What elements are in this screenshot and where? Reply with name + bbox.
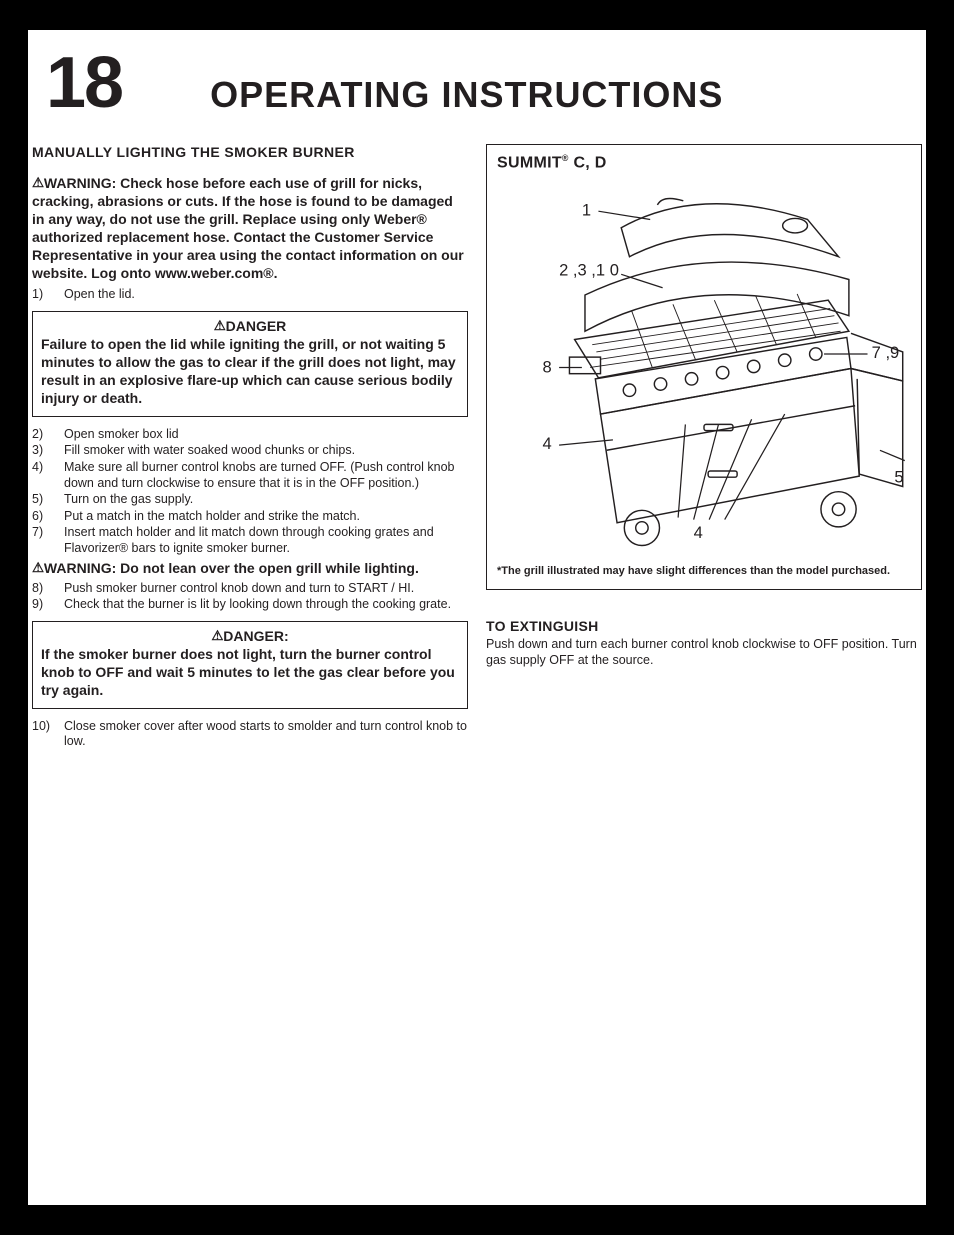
steps-list-2: Open smoker box lid Fill smoker with wat… <box>32 427 468 557</box>
diagram-title: SUMMIT® C, D <box>497 153 911 172</box>
step-item: Fill smoker with water soaked wood chunk… <box>32 443 468 459</box>
step-item: Open the lid. <box>32 287 468 303</box>
page: 18 OPERATING INSTRUCTIONS MANUALLY LIGHT… <box>28 30 926 1205</box>
danger-heading: ⚠DANGER <box>41 318 459 334</box>
steps-list-4: Close smoker cover after wood starts to … <box>32 719 468 750</box>
extinguish-heading: TO EXTINGUISH <box>486 618 922 634</box>
grill-diagram: 1 2 ,3 ,1 0 8 7 ,9 5 4 4 <box>497 176 911 559</box>
callout-5: 5 <box>894 468 903 487</box>
step-item: Open smoker box lid <box>32 427 468 443</box>
page-header: 18 OPERATING INSTRUCTIONS <box>28 30 926 144</box>
danger-body: Failure to open the lid while igniting t… <box>41 336 459 408</box>
danger-box-2: ⚠DANGER: If the smoker burner does not l… <box>32 621 468 709</box>
danger-box-1: ⚠DANGER Failure to open the lid while ig… <box>32 311 468 417</box>
step-item: Push smoker burner control knob down and… <box>32 581 468 597</box>
callout-79: 7 ,9 <box>872 343 900 362</box>
warning-icon: ⚠ <box>211 628 223 643</box>
page-title: OPERATING INSTRUCTIONS <box>210 74 723 116</box>
columns: MANUALLY LIGHTING THE SMOKER BURNER ⚠WAR… <box>28 144 926 751</box>
callout-8: 8 <box>543 358 552 377</box>
step-item: Turn on the gas supply. <box>32 492 468 508</box>
callout-4a: 4 <box>543 435 552 454</box>
danger-head-text: DANGER: <box>223 628 288 644</box>
steps-list-1: Open the lid. <box>32 287 468 303</box>
diagram-title-suffix: C, D <box>569 154 607 171</box>
step-item: Check that the burner is lit by looking … <box>32 597 468 613</box>
danger-body: If the smoker burner does not light, tur… <box>41 646 459 700</box>
warning-inline-prefix: WARNING: <box>44 560 116 576</box>
step-item: Close smoker cover after wood starts to … <box>32 719 468 750</box>
step-item: Make sure all burner control knobs are t… <box>32 460 468 491</box>
danger-head-text: DANGER <box>226 318 287 334</box>
right-column: SUMMIT® C, D <box>486 144 922 751</box>
warning-inline: ⚠WARNING: Do not lean over the open gril… <box>32 559 468 578</box>
warning-inline-text: Do not lean over the open grill while li… <box>116 560 415 576</box>
steps-list-3: Push smoker burner control knob down and… <box>32 581 468 613</box>
section-heading: MANUALLY LIGHTING THE SMOKER BURNER <box>32 144 468 160</box>
callout-1: 1 <box>582 201 591 220</box>
step-item: Insert match holder and lit match down t… <box>32 525 468 556</box>
left-column: MANUALLY LIGHTING THE SMOKER BURNER ⚠WAR… <box>32 144 468 751</box>
callout-2310: 2 ,3 ,1 0 <box>559 261 619 280</box>
extinguish-body: Push down and turn each burner control k… <box>486 636 922 668</box>
page-number: 18 <box>46 42 122 124</box>
danger-heading: ⚠DANGER: <box>41 628 459 644</box>
diagram-box: SUMMIT® C, D <box>486 144 922 590</box>
diagram-footnote: *The grill illustrated may have slight d… <box>497 565 911 579</box>
warning-icon: ⚠ <box>32 175 44 190</box>
callout-4b: 4 <box>694 524 703 543</box>
warning-icon: ⚠ <box>214 318 226 333</box>
warning-icon: ⚠ <box>32 560 44 575</box>
warning-intro: ⚠WARNING: Check hose before each use of … <box>32 174 468 282</box>
diagram-title-prefix: SUMMIT <box>497 154 562 171</box>
step-item: Put a match in the match holder and stri… <box>32 509 468 525</box>
warning-prefix: WARNING: <box>44 175 116 191</box>
